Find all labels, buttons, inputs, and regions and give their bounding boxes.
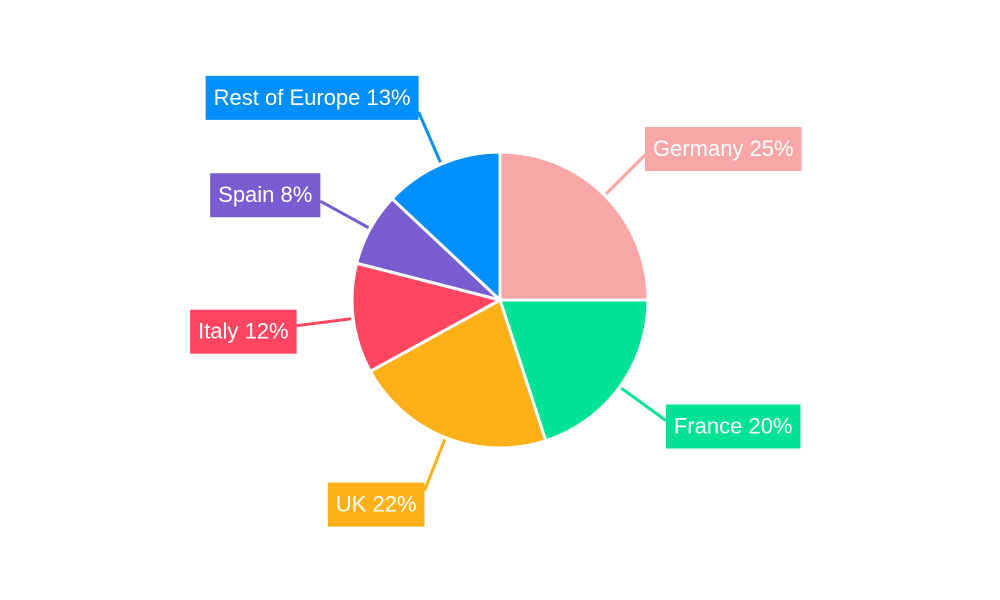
leader-line <box>417 111 442 163</box>
category-label: Italy <box>198 319 238 344</box>
category-label: Rest of Europe <box>214 85 361 110</box>
pie-slice <box>498 150 650 302</box>
label-box <box>665 404 801 449</box>
data-label: France 20% <box>665 404 801 449</box>
label-text: France 20% <box>674 413 793 438</box>
label-text: Spain 8% <box>218 182 312 207</box>
value-label: 20% <box>748 413 792 438</box>
data-label: Italy 12% <box>190 309 297 354</box>
data-label: Rest of Europe 13% <box>205 75 419 120</box>
data-label: Germany 25% <box>644 127 802 172</box>
label-text: Rest of Europe 13% <box>214 85 411 110</box>
value-label: 22% <box>372 491 416 516</box>
data-label: Spain 8% <box>210 173 321 218</box>
leader-line <box>605 153 647 195</box>
label-box <box>205 75 419 120</box>
category-label: Spain <box>218 182 274 207</box>
pie-slice <box>350 261 505 374</box>
label-box <box>210 173 321 218</box>
label-text: UK 22% <box>336 491 417 516</box>
value-label: 13% <box>367 85 411 110</box>
value-label: 25% <box>750 136 794 161</box>
pie-slice <box>497 298 650 443</box>
category-label: France <box>674 413 742 438</box>
leader-line <box>296 317 352 328</box>
label-box <box>327 482 425 527</box>
label-text: Italy 12% <box>198 319 289 344</box>
value-label: 8% <box>281 182 313 207</box>
leader-line <box>620 386 667 422</box>
label-box <box>644 127 802 172</box>
data-label: UK 22% <box>327 482 425 527</box>
pie-slice <box>368 297 548 450</box>
pie-slice <box>389 150 502 304</box>
category-label: Germany <box>653 136 743 161</box>
leader-line <box>319 199 370 230</box>
value-label: 12% <box>245 319 289 344</box>
label-text: Germany 25% <box>653 136 794 161</box>
label-box <box>190 309 297 354</box>
category-label: UK <box>336 491 367 516</box>
leader-line <box>423 438 447 492</box>
